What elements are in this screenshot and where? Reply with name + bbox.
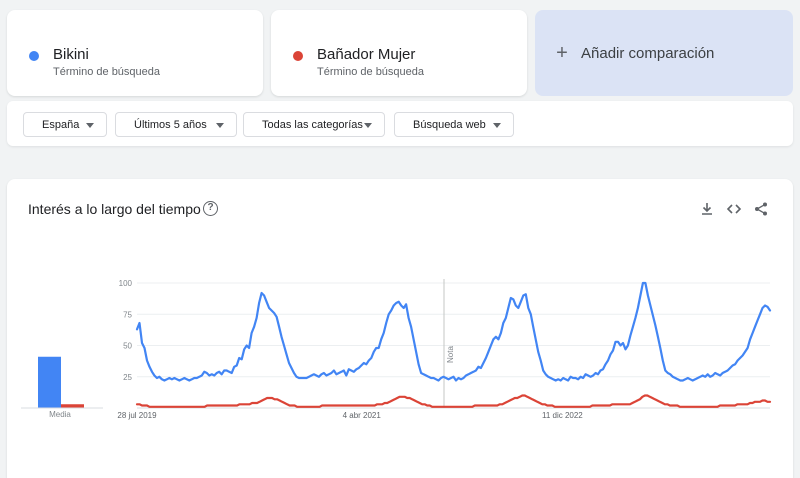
average-bar [61,404,84,408]
time-range-dropdown[interactable]: Últimos 5 años [115,112,237,137]
embed-code-icon[interactable] [726,201,742,217]
search-type-dropdown-label: Búsqueda web [413,118,486,131]
y-tick-label: 25 [123,373,132,382]
caret-down-icon [216,123,224,128]
region-dropdown-label: España [42,118,80,131]
series-color-dot [293,51,303,61]
caret-down-icon [364,123,372,128]
term-type: Término de búsqueda [317,66,425,78]
series-line [135,394,772,408]
x-tick-label: 4 abr 2021 [343,411,382,420]
average-label: Media [49,410,71,419]
download-icon[interactable] [699,201,715,217]
help-icon[interactable]: ? [203,201,218,216]
term-card-bikini[interactable]: Bikini Término de búsqueda [7,10,263,96]
average-bar [38,356,61,408]
x-tick-label: 28 jul 2019 [117,411,157,420]
term-name: Bikini [53,46,89,63]
panel-title: Interés a lo largo del tiempo [28,201,201,217]
interest-line-chart: 25 50 75 100 Nota 28 jul 2019 4 abr 2021 11 dic… [117,279,772,420]
series-color-dot [29,51,39,61]
share-icon[interactable] [753,201,769,217]
series-line [135,281,772,382]
region-dropdown[interactable]: España [23,112,107,137]
y-tick-label: 50 [123,342,132,351]
filter-bar: España Últimos 5 años Todas las categorí… [7,101,793,146]
time-range-dropdown-label: Últimos 5 años [134,118,207,131]
add-comparison-button[interactable]: + Añadir comparación [535,10,793,96]
note-marker-label: Nota [446,346,455,363]
y-tick-label: 100 [119,279,133,288]
term-name: Bañador Mujer [317,46,416,63]
average-chart: Media [21,356,103,419]
add-comparison-label: Añadir comparación [581,44,715,62]
category-dropdown-label: Todas las categorías [262,118,363,131]
search-type-dropdown[interactable]: Búsqueda web [394,112,514,137]
y-tick-label: 75 [123,310,132,319]
term-type: Término de búsqueda [53,66,161,78]
term-card-banador-mujer[interactable]: Bañador Mujer Término de búsqueda [271,10,527,96]
plus-icon: + [556,41,568,64]
interest-over-time-panel: Interés a lo largo del tiempo ? Media 25… [7,179,793,478]
caret-down-icon [493,123,501,128]
category-dropdown[interactable]: Todas las categorías [243,112,385,137]
x-tick-label: 11 dic 2022 [542,411,583,420]
caret-down-icon [86,123,94,128]
